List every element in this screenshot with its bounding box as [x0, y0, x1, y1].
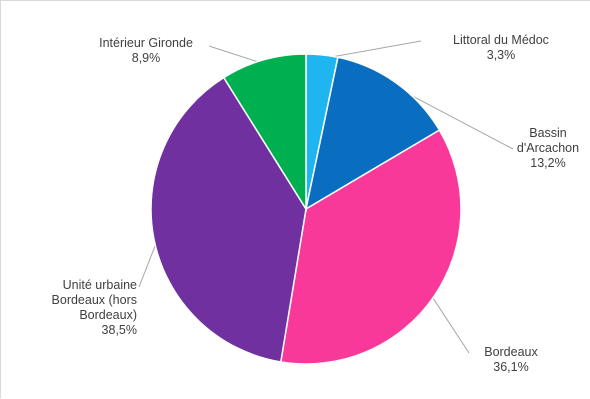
label-text: d'Arcachon — [516, 141, 580, 155]
label-text: Intérieur Gironde — [99, 36, 193, 50]
label-interieur-gironde: Intérieur Gironde 8,9% — [81, 36, 211, 66]
leader-line-2 — [430, 294, 470, 354]
label-bordeaux: Bordeaux 36,1% — [471, 345, 551, 375]
label-littoral-du-medoc: Littoral du Médoc 3,3% — [421, 33, 581, 63]
label-value: 38,5% — [101, 323, 137, 337]
label-bassin-arcachon: Bassin d'Arcachon 13,2% — [513, 126, 583, 171]
label-text: Bordeaux — [484, 345, 538, 359]
label-text: Bassin — [529, 126, 567, 140]
label-value: 13,2% — [530, 156, 566, 170]
label-text: Unité urbaine — [62, 278, 137, 292]
label-value: 36,1% — [493, 360, 529, 374]
label-text: Bordeaux) — [79, 308, 137, 322]
leader-line-4 — [208, 45, 265, 65]
label-unite-urbaine-bordeaux: Unité urbaine Bordeaux (hors Bordeaux) 3… — [21, 278, 137, 338]
label-text: Bordeaux (hors — [51, 293, 137, 307]
label-value: 8,9% — [131, 51, 161, 65]
label-value: 3,3% — [486, 48, 516, 62]
pie-slice-2 — [279, 129, 462, 365]
leader-line-3 — [138, 238, 159, 288]
pie-slice-1 — [304, 56, 441, 211]
label-text: Littoral du Médoc — [453, 33, 549, 47]
leader-line-0 — [321, 40, 422, 60]
pie-slice-4 — [222, 53, 307, 212]
pie-slice-3 — [150, 76, 307, 363]
